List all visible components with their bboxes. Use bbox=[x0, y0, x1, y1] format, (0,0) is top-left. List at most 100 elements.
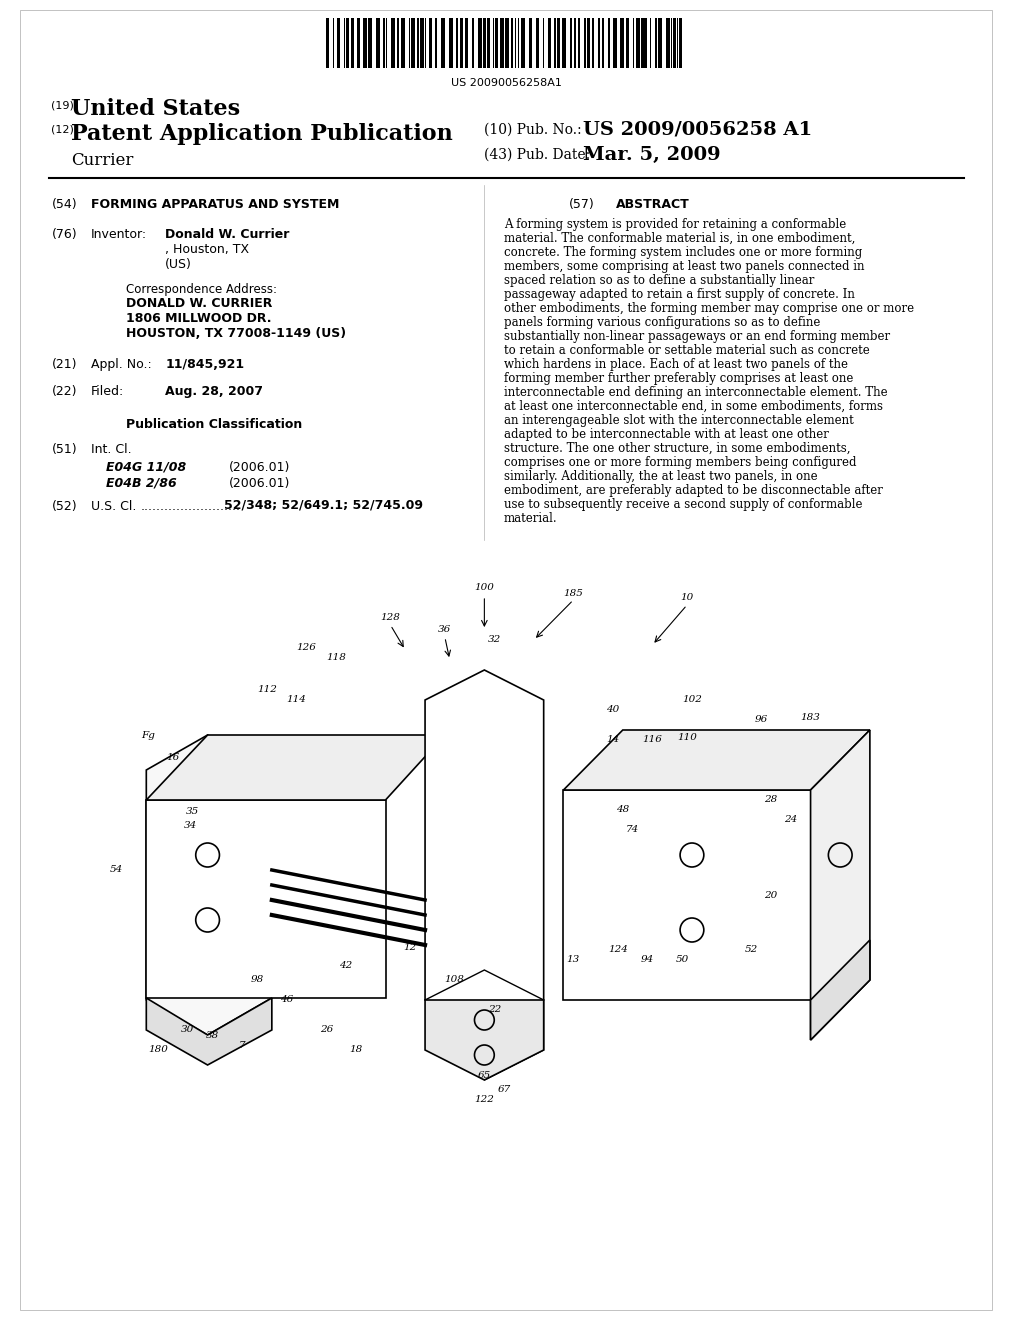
Bar bbox=[587, 18, 590, 69]
Text: 32: 32 bbox=[487, 635, 501, 644]
Text: 13: 13 bbox=[566, 956, 580, 965]
Bar bbox=[327, 18, 329, 69]
Bar bbox=[505, 18, 509, 69]
Text: 50: 50 bbox=[676, 956, 689, 965]
Text: 7: 7 bbox=[239, 1040, 246, 1049]
Text: 40: 40 bbox=[606, 705, 620, 714]
Text: (51): (51) bbox=[51, 444, 77, 455]
Text: substantially non-linear passageways or an end forming member: substantially non-linear passageways or … bbox=[504, 330, 890, 343]
Bar bbox=[602, 18, 604, 69]
Text: 52: 52 bbox=[744, 945, 758, 954]
Polygon shape bbox=[146, 998, 271, 1065]
Text: (2006.01): (2006.01) bbox=[229, 477, 291, 490]
Bar bbox=[556, 18, 560, 69]
Text: an interengageable slot with the interconnectable element: an interengageable slot with the interco… bbox=[504, 414, 854, 426]
Bar bbox=[412, 18, 415, 69]
Text: 98: 98 bbox=[251, 975, 263, 985]
Polygon shape bbox=[146, 735, 444, 800]
Text: at least one interconnectable end, in some embodiments, forms: at least one interconnectable end, in so… bbox=[504, 400, 883, 413]
Polygon shape bbox=[425, 970, 544, 1080]
Bar bbox=[397, 18, 399, 69]
Text: 126: 126 bbox=[297, 644, 316, 652]
Text: (10) Pub. No.:: (10) Pub. No.: bbox=[484, 123, 582, 137]
Text: spaced relation so as to define a substantially linear: spaced relation so as to define a substa… bbox=[504, 275, 814, 286]
Text: DONALD W. CURRIER: DONALD W. CURRIER bbox=[126, 297, 272, 310]
Text: (52): (52) bbox=[51, 500, 77, 513]
Text: .........................: ......................... bbox=[140, 500, 241, 513]
Polygon shape bbox=[425, 671, 544, 1030]
Text: , Houston, TX: , Houston, TX bbox=[165, 243, 249, 256]
Polygon shape bbox=[146, 735, 271, 1035]
Polygon shape bbox=[425, 1001, 544, 1080]
Text: Inventor:: Inventor: bbox=[91, 228, 147, 242]
Bar bbox=[401, 18, 406, 69]
Bar bbox=[460, 18, 463, 69]
Text: 96: 96 bbox=[755, 715, 768, 725]
Text: 122: 122 bbox=[474, 1096, 495, 1105]
Text: (22): (22) bbox=[51, 385, 77, 399]
Text: interconnectable end defining an interconnectable element. The: interconnectable end defining an interco… bbox=[504, 385, 888, 399]
Bar bbox=[585, 18, 586, 69]
Text: 46: 46 bbox=[280, 995, 293, 1005]
Text: Mar. 5, 2009: Mar. 5, 2009 bbox=[584, 147, 721, 164]
Text: FORMING APPARATUS AND SYSTEM: FORMING APPARATUS AND SYSTEM bbox=[91, 198, 339, 211]
Text: 36: 36 bbox=[438, 626, 452, 635]
Text: structure. The one other structure, in some embodiments,: structure. The one other structure, in s… bbox=[504, 442, 851, 455]
Bar bbox=[579, 18, 581, 69]
Text: members, some comprising at least two panels connected in: members, some comprising at least two pa… bbox=[504, 260, 864, 273]
Text: E04G 11/08: E04G 11/08 bbox=[105, 461, 186, 474]
Bar bbox=[483, 18, 486, 69]
Bar bbox=[487, 18, 490, 69]
Text: (19): (19) bbox=[51, 100, 75, 110]
Text: which hardens in place. Each of at least two panels of the: which hardens in place. Each of at least… bbox=[504, 358, 848, 371]
Bar bbox=[391, 18, 395, 69]
Text: US 20090056258A1: US 20090056258A1 bbox=[451, 78, 561, 88]
Polygon shape bbox=[811, 730, 869, 1040]
Text: 183: 183 bbox=[801, 714, 820, 722]
Text: 18: 18 bbox=[349, 1045, 362, 1055]
Bar bbox=[574, 18, 577, 69]
Text: HOUSTON, TX 77008-1149 (US): HOUSTON, TX 77008-1149 (US) bbox=[126, 327, 346, 341]
Bar bbox=[441, 18, 444, 69]
Bar bbox=[592, 18, 594, 69]
Bar bbox=[667, 18, 670, 69]
Text: A forming system is provided for retaining a conformable: A forming system is provided for retaini… bbox=[504, 218, 847, 231]
Text: 100: 100 bbox=[474, 583, 495, 593]
Text: 38: 38 bbox=[206, 1031, 219, 1040]
Text: 48: 48 bbox=[616, 805, 630, 814]
Bar bbox=[500, 18, 504, 69]
Text: (57): (57) bbox=[568, 198, 594, 211]
Text: 180: 180 bbox=[148, 1045, 168, 1055]
Bar bbox=[598, 18, 600, 69]
Bar bbox=[417, 18, 419, 69]
Text: Donald W. Currier: Donald W. Currier bbox=[165, 228, 290, 242]
Bar bbox=[346, 18, 349, 69]
Text: 42: 42 bbox=[339, 961, 352, 969]
Text: Currier: Currier bbox=[72, 152, 133, 169]
Text: 185: 185 bbox=[563, 589, 584, 598]
Text: comprises one or more forming members being configured: comprises one or more forming members be… bbox=[504, 455, 857, 469]
Text: 102: 102 bbox=[682, 696, 701, 705]
Text: concrete. The forming system includes one or more forming: concrete. The forming system includes on… bbox=[504, 246, 862, 259]
Bar bbox=[626, 18, 629, 69]
Text: 24: 24 bbox=[784, 816, 798, 825]
Bar bbox=[383, 18, 385, 69]
Text: (43) Pub. Date:: (43) Pub. Date: bbox=[484, 148, 591, 162]
Bar bbox=[548, 18, 551, 69]
Text: 26: 26 bbox=[319, 1026, 333, 1035]
Bar bbox=[471, 18, 474, 69]
Text: adapted to be interconnectable with at least one other: adapted to be interconnectable with at l… bbox=[504, 428, 829, 441]
Bar bbox=[376, 18, 380, 69]
Text: 22: 22 bbox=[487, 1006, 501, 1015]
Text: (54): (54) bbox=[51, 198, 77, 211]
Text: 114: 114 bbox=[287, 696, 306, 705]
Bar bbox=[478, 18, 482, 69]
Text: 94: 94 bbox=[641, 956, 654, 965]
Text: Fg: Fg bbox=[141, 730, 156, 739]
Bar bbox=[655, 18, 657, 69]
Bar bbox=[679, 18, 682, 69]
Bar bbox=[521, 18, 525, 69]
Text: 108: 108 bbox=[444, 975, 465, 985]
Text: (12): (12) bbox=[51, 125, 75, 135]
Text: panels forming various configurations so as to define: panels forming various configurations so… bbox=[504, 315, 820, 329]
